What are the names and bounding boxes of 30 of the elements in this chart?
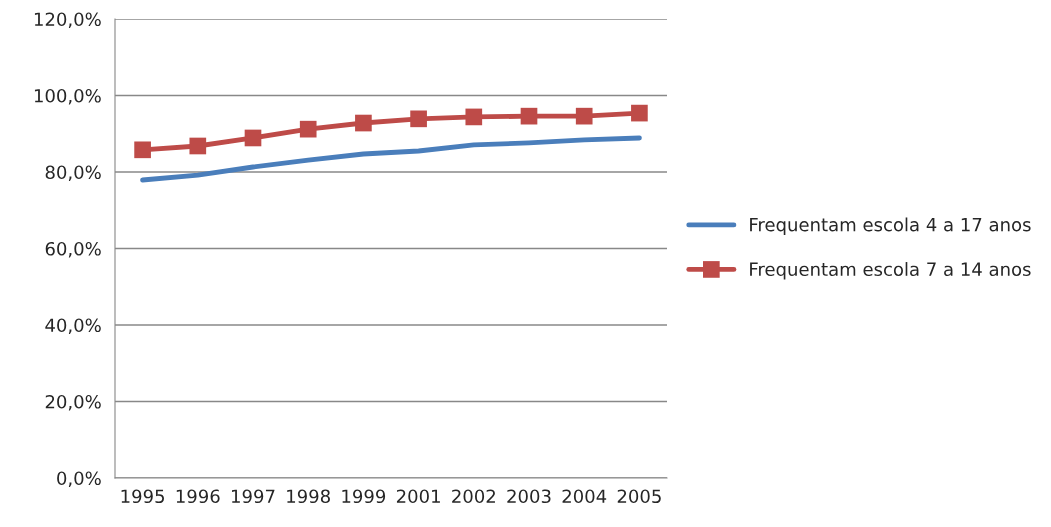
x-tick-label: 2003 [507,489,551,504]
x-tick-label: 2004 [562,489,607,504]
y-tick-label: 0,0% [57,471,101,487]
x-tick-label: 2005 [617,489,661,504]
point [134,141,151,159]
y-tick-label: 80,0% [45,165,101,181]
point [355,114,372,132]
legend-label: Frequentam escola 4 a 17 anos [750,217,1031,235]
point [410,110,427,128]
y-tick-label: 20,0% [45,394,101,411]
legend-label: Frequentam escola 7 a 14 anos [750,262,1031,280]
y-tick-label: 60,0% [45,241,101,258]
point [299,120,317,138]
point [244,129,262,147]
x-tick-label: 1997 [232,489,275,504]
x-tick-label: 1999 [342,489,386,504]
y-tick-label: 40,0% [45,318,101,334]
point [465,108,483,126]
x-tick-label: 1998 [287,489,330,504]
x-tick-label: 2001 [396,489,440,504]
point [189,137,207,155]
x-tick-label: 2002 [452,489,495,504]
y-tick-label: 120,0% [34,12,101,28]
x-tick-label: 1995 [121,489,164,504]
line-series [140,135,642,183]
point [520,107,538,125]
y-tick-label: 100,0% [34,88,101,105]
point [631,104,648,122]
point [575,107,593,125]
x-tick-label: 1996 [176,489,220,504]
